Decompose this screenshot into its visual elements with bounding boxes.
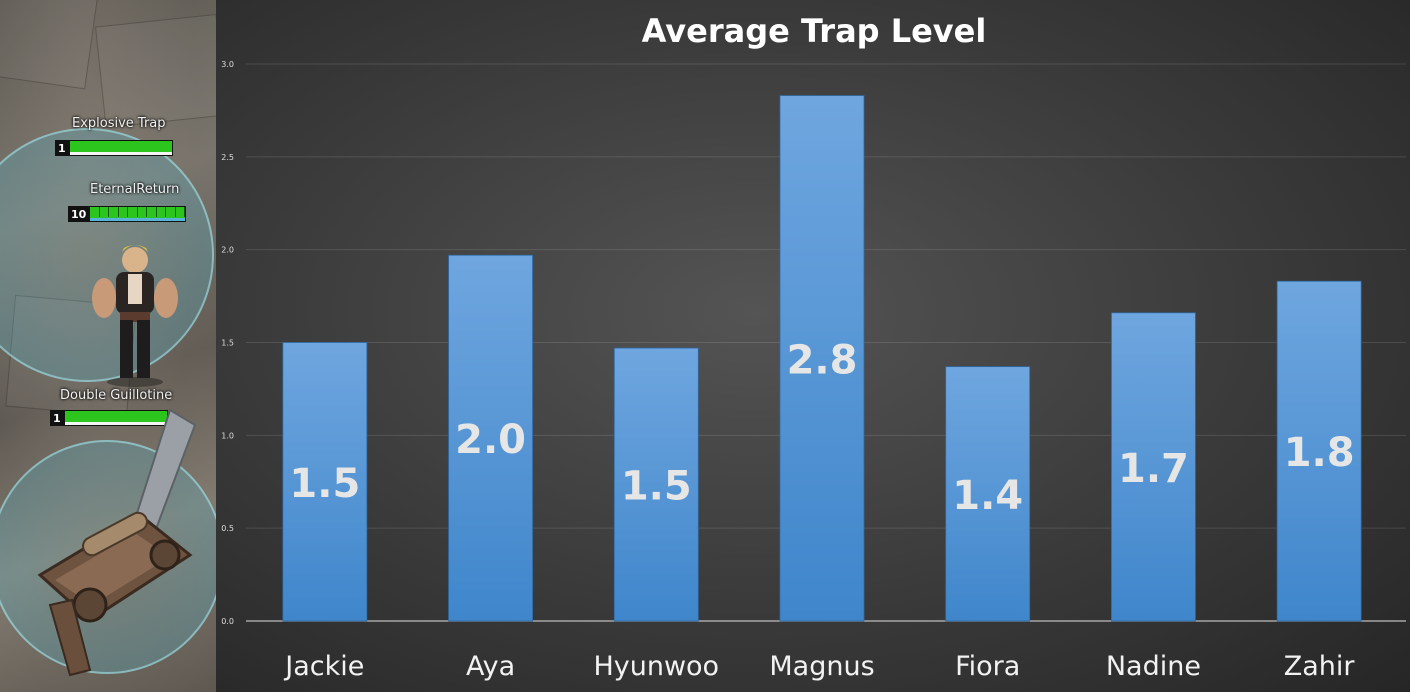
- bar-jackie: [282, 342, 368, 622]
- level-badge: 10: [68, 206, 90, 222]
- data-label: 1.7: [1118, 446, 1189, 492]
- health-bar-body: [68, 140, 173, 156]
- data-label: 1.5: [621, 464, 692, 510]
- data-label: 1.8: [1284, 430, 1355, 476]
- bars: [282, 95, 1362, 622]
- bar-magnus: [779, 95, 865, 622]
- level-badge: 1: [55, 140, 69, 156]
- bar-fiora: [945, 366, 1031, 622]
- floor-tile: [95, 13, 216, 129]
- x-tick-label: Fiora: [955, 651, 1020, 682]
- x-axis: Jackie Aya Hyunwoo Magnus Fiora Nadine Zahir: [283, 651, 1355, 682]
- y-tick-label: 1.5: [221, 339, 234, 348]
- bar-aya: [448, 254, 533, 622]
- floor-tile: [0, 0, 98, 90]
- x-tick-label: Magnus: [769, 651, 874, 682]
- bar-zahir: [1276, 280, 1362, 622]
- health-fill: [90, 207, 185, 218]
- chart-title: Average Trap Level: [642, 12, 987, 50]
- bar-chart: Average Trap Level 0.0 0.5 1.0 1.5 2.0 2.5 3.0…: [221, 12, 1406, 682]
- y-tick-label: 1.0: [221, 431, 234, 440]
- x-tick-label: Nadine: [1106, 651, 1201, 682]
- data-label: 2.0: [455, 417, 526, 463]
- data-label: 2.8: [787, 337, 858, 383]
- x-tick-label: Hyunwoo: [593, 651, 719, 682]
- shield-fill: [69, 151, 172, 155]
- player-character: [92, 245, 178, 387]
- trap-range-circle: [0, 128, 214, 382]
- level-badge: 1: [50, 410, 64, 426]
- unit-label-explosive-trap: Explosive Trap: [72, 116, 166, 131]
- data-label: 1.4: [952, 473, 1023, 519]
- health-ticks: [90, 207, 185, 217]
- x-tick-label: Aya: [466, 651, 515, 682]
- y-tick-label: 2.5: [221, 153, 234, 162]
- unit-label-player: EternalReturn: [90, 182, 180, 197]
- bar-hyunwoo: [613, 347, 699, 622]
- y-tick-label: 0.0: [221, 617, 234, 626]
- mana-fill: [90, 217, 185, 221]
- data-labels: 1.5 2.0 1.5 2.8 1.4 1.7 1.8: [289, 337, 1354, 519]
- health-bar-body: [89, 206, 186, 222]
- shield-fill: [64, 421, 167, 425]
- health-bar: 1: [55, 140, 173, 156]
- x-tick-label: Zahir: [1284, 651, 1356, 682]
- health-bar-body: [63, 410, 168, 426]
- player-health-bar: 10: [68, 206, 186, 222]
- guillotine-trap-model: [37, 408, 197, 677]
- y-tick-label: 0.5: [221, 524, 234, 533]
- y-tick-label: 3.0: [221, 60, 234, 69]
- game-view-panel: Explosive Trap 1 EternalReturn 10 Dou: [0, 0, 216, 692]
- y-axis: 0.0 0.5 1.0 1.5 2.0 2.5 3.0: [221, 60, 234, 626]
- health-bar: 1: [50, 410, 168, 426]
- health-fill: [69, 141, 172, 152]
- x-tick-label: Jackie: [283, 651, 364, 682]
- health-fill: [64, 411, 167, 422]
- chart-panel: Average Trap Level 0.0 0.5 1.0 1.5 2.0 2.5 3.0…: [216, 0, 1410, 692]
- y-tick-label: 2.0: [221, 246, 234, 255]
- unit-label-double-guillotine: Double Guillotine: [60, 388, 173, 403]
- data-label: 1.5: [289, 461, 360, 507]
- bar-nadine: [1111, 312, 1196, 622]
